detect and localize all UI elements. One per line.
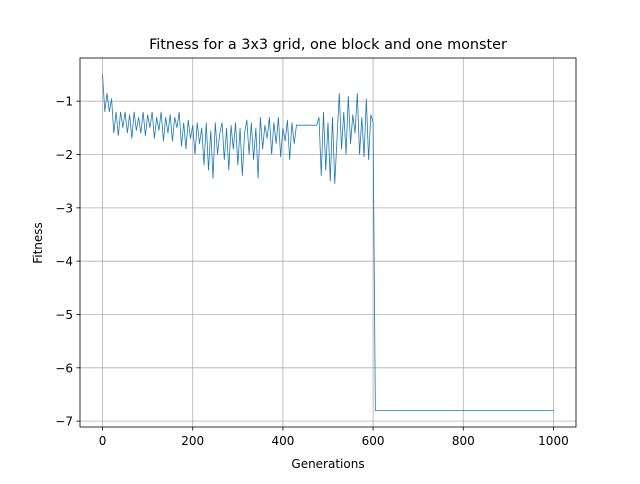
y-tick-label: −6 [55, 361, 73, 375]
y-axis-label: Fitness [31, 222, 45, 264]
x-tick-label: 400 [271, 434, 294, 448]
x-tick-label: 1000 [538, 434, 569, 448]
y-tick-label: −2 [55, 148, 73, 162]
y-tick-label: −1 [55, 95, 73, 109]
chart-title: Fitness for a 3x3 grid, one block and on… [149, 37, 507, 53]
x-tick-label: 600 [362, 434, 385, 448]
x-tick-label: 800 [452, 434, 475, 448]
y-tick-label: −7 [55, 415, 73, 429]
y-tick-label: −4 [55, 255, 73, 269]
x-axis-label: Generations [291, 457, 364, 471]
y-tick-label: −5 [55, 308, 73, 322]
line [102, 74, 554, 411]
y-tick-label: −3 [55, 201, 73, 215]
plot-frame [79, 57, 577, 428]
x-tick-label: 0 [99, 434, 107, 448]
x-tick-label: 200 [181, 434, 204, 448]
